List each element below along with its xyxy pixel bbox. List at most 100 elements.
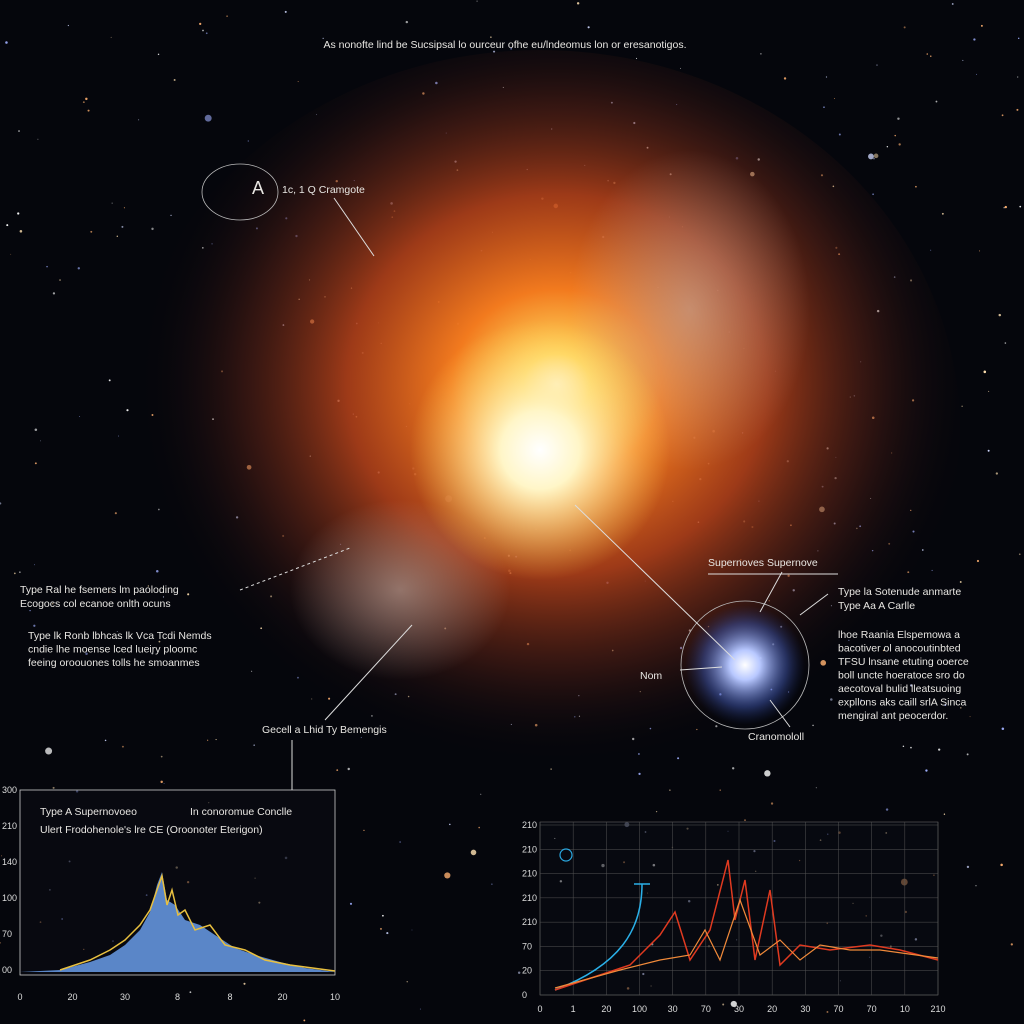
star — [34, 428, 38, 432]
star — [411, 929, 413, 931]
star — [79, 416, 81, 418]
star — [938, 748, 941, 751]
star — [349, 902, 353, 905]
star — [915, 185, 917, 188]
marker-label: 1c, 1 Q Cramgote — [282, 184, 365, 196]
star — [111, 202, 113, 204]
star — [902, 745, 905, 748]
star — [493, 50, 496, 53]
companion-label: Cranomololl — [748, 731, 804, 743]
y-tick-label: 210 — [2, 821, 17, 831]
star — [680, 67, 681, 69]
supernova-label: Supernoves Supernove — [708, 557, 818, 569]
star — [876, 64, 878, 66]
star — [34, 564, 35, 566]
star — [833, 98, 835, 100]
star — [19, 230, 23, 233]
star — [987, 449, 990, 452]
star — [976, 559, 980, 563]
star — [995, 472, 999, 475]
star — [121, 225, 124, 228]
star — [770, 802, 774, 805]
star — [138, 119, 140, 121]
star — [34, 462, 37, 465]
star — [988, 390, 990, 392]
star — [59, 279, 61, 281]
star — [931, 569, 933, 571]
y-tick-label: 70 — [522, 941, 532, 951]
x-tick-label: 20 — [601, 1004, 611, 1014]
star — [576, 2, 580, 5]
star — [199, 22, 202, 26]
caption: As nonofte lind be Sucsipsal lo ourceur … — [323, 39, 686, 51]
star — [85, 97, 88, 101]
star — [517, 971, 521, 974]
star — [85, 652, 88, 656]
star — [730, 1000, 737, 1008]
star — [0, 942, 1, 944]
star — [1010, 943, 1013, 946]
star — [966, 865, 970, 869]
star — [336, 769, 339, 771]
star — [882, 649, 885, 652]
star — [941, 212, 944, 215]
star — [976, 73, 978, 75]
star — [52, 786, 55, 789]
x-tick-label: 70 — [867, 1004, 877, 1014]
star — [77, 267, 80, 270]
star — [207, 739, 209, 741]
companion-star — [685, 605, 805, 725]
panel-title: Type A Supernovoeo — [40, 806, 137, 818]
x-tick-label: 8 — [227, 992, 232, 1002]
star — [253, 744, 255, 746]
star — [860, 699, 863, 702]
star — [1003, 207, 1005, 209]
star — [926, 53, 929, 55]
y-tick-label: 00 — [2, 965, 12, 975]
x-tick-label: 210 — [930, 1004, 945, 1014]
star — [297, 80, 299, 83]
star — [979, 250, 981, 252]
star — [204, 114, 212, 122]
supernova-core — [410, 320, 670, 580]
star — [980, 24, 983, 27]
y-tick-label: 100 — [2, 893, 17, 903]
star — [29, 609, 31, 612]
star — [1, 855, 3, 857]
star — [17, 212, 20, 215]
text-blocks: Type la Sotenude anmarte Type Aa A Carlle… — [20, 584, 969, 722]
star — [118, 435, 119, 437]
star — [67, 24, 69, 27]
star — [114, 512, 117, 515]
text-line: aecotoval bulid lleatsuoing — [838, 683, 961, 695]
text-line: bacotiver ol anocoutinbted — [838, 643, 961, 655]
right-ticks: 210 210 210 210 210 70 20 00 1 20 100 30 70 30 20 30 70 7… — [522, 820, 946, 1014]
star — [760, 53, 762, 55]
star — [812, 724, 814, 727]
star — [449, 823, 451, 826]
y-tick-label: 210 — [522, 893, 537, 903]
text-line: lhoe Raania Elspemowa a — [838, 629, 960, 641]
star — [868, 153, 874, 160]
x-tick-label: 30 — [120, 992, 130, 1002]
y-tick-label: 70 — [2, 929, 12, 939]
x-tick-label: 20 — [767, 1004, 777, 1014]
star — [108, 379, 111, 382]
star — [173, 78, 176, 81]
star — [943, 813, 946, 815]
star — [322, 37, 324, 40]
star — [1018, 37, 1020, 40]
star — [886, 146, 889, 148]
star — [1016, 108, 1019, 111]
y-tick-label: 0 — [522, 990, 527, 1000]
star — [202, 29, 204, 32]
star — [399, 841, 401, 843]
star — [5, 41, 8, 44]
star — [966, 753, 969, 756]
star — [1001, 114, 1004, 117]
star — [82, 101, 85, 104]
star — [910, 746, 912, 749]
star — [1019, 205, 1022, 208]
marker-ring — [201, 163, 279, 221]
